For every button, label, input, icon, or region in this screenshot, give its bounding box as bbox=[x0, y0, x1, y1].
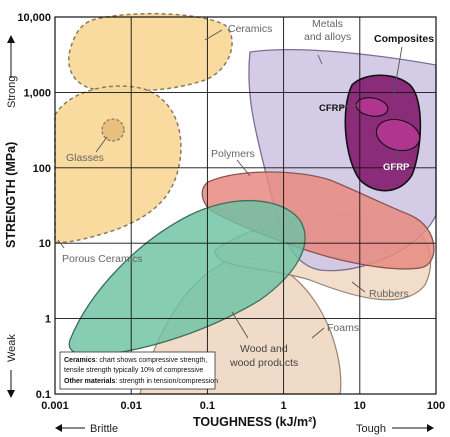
svg-text:Other materials: strength in t: Other materials: strength in tension/com… bbox=[64, 378, 218, 385]
y-ticks: 0.1 1 10 100 1,000 10,000 bbox=[17, 12, 51, 401]
label-wood: Wood and wood products bbox=[229, 343, 298, 369]
x-tick-label: 0.1 bbox=[200, 400, 215, 412]
region-cfrp bbox=[355, 97, 389, 117]
y-axis-label: STRENGTH (MPa) bbox=[4, 142, 18, 248]
svg-text:Strong: Strong bbox=[6, 76, 18, 108]
y-tick-label: 1,000 bbox=[23, 87, 51, 99]
region-porous-ceramics bbox=[54, 85, 182, 244]
y-tick-label: 10,000 bbox=[17, 12, 51, 24]
x-end-tough: Tough bbox=[356, 423, 434, 435]
regions bbox=[54, 12, 437, 395]
region-gfrp bbox=[375, 118, 421, 152]
leader-lines bbox=[57, 29, 403, 339]
svg-text:Ceramics: chart shows compress: Ceramics: chart shows compressive streng… bbox=[64, 357, 207, 364]
x-ticks: 0.001 0.01 0.1 1 10 100 bbox=[41, 400, 445, 412]
x-end-brittle: Brittle bbox=[55, 423, 118, 435]
label-glasses: Glasses bbox=[66, 152, 104, 164]
region-glasses bbox=[101, 118, 125, 142]
x-axis-label: TOUGHNESS (kJ/m²) bbox=[193, 415, 316, 429]
label-porous-ceramics: Porous Ceramics bbox=[62, 253, 143, 265]
x-tick-label: 10 bbox=[354, 400, 366, 412]
y-end-strong: Strong bbox=[6, 35, 18, 108]
label-polymers: Polymers bbox=[211, 148, 255, 160]
label-cfrp: CFRP bbox=[319, 103, 346, 114]
x-tick-label: 0.01 bbox=[120, 400, 141, 412]
y-end-weak: Weak bbox=[6, 334, 18, 398]
svg-text:Weak: Weak bbox=[6, 334, 18, 362]
x-tick-label: 100 bbox=[427, 400, 445, 412]
label-ceramics: Ceramics bbox=[228, 23, 272, 35]
y-tick-label: 100 bbox=[33, 163, 51, 175]
label-rubbers: Rubbers bbox=[369, 288, 409, 300]
x-tick-label: 0.001 bbox=[41, 400, 69, 412]
x-tick-label: 1 bbox=[281, 400, 287, 412]
label-foams: Foams bbox=[327, 322, 359, 334]
label-metals: Metals and alloys bbox=[304, 18, 351, 43]
label-composites: Composites bbox=[374, 33, 434, 45]
note-box: Ceramics: chart shows compressive streng… bbox=[59, 351, 218, 390]
y-tick-label: 1 bbox=[45, 314, 51, 326]
label-gfrp: GFRP bbox=[383, 162, 410, 173]
svg-text:tensile strength typically 10%: tensile strength typically 10% of compre… bbox=[64, 367, 203, 374]
y-tick-label: 10 bbox=[39, 238, 51, 250]
svg-text:Brittle: Brittle bbox=[90, 423, 118, 435]
plot-frame bbox=[54, 16, 437, 395]
svg-text:Tough: Tough bbox=[356, 423, 386, 435]
y-tick-label: 0.1 bbox=[36, 389, 51, 401]
